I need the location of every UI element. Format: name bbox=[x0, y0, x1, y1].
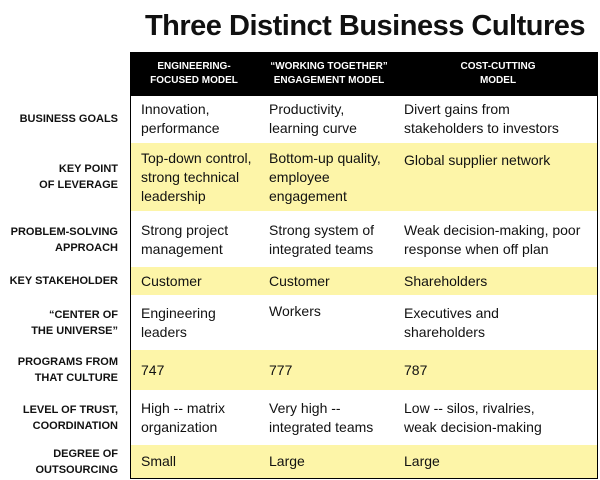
row-label: KEY STAKEHOLDER bbox=[9, 275, 118, 287]
row-highlight bbox=[131, 143, 597, 211]
table-cell: Innovation, performance bbox=[141, 101, 220, 136]
table-cell: Shareholders bbox=[404, 272, 488, 289]
table-row-key-point-of-leverage: KEY POINT OF LEVERAGE Top-down control, … bbox=[0, 143, 600, 211]
table-cell: 777 bbox=[269, 361, 293, 378]
table-cell: Small bbox=[141, 453, 177, 469]
table-cell: Strong system of integrated teams bbox=[269, 222, 375, 257]
table-cell: Customer bbox=[141, 272, 202, 289]
row-label: BUSINESS GOALS bbox=[19, 113, 118, 125]
table-cell: Global supplier network bbox=[404, 152, 551, 168]
table-cell: Executives and shareholders bbox=[404, 305, 499, 340]
row-label: “CENTER OF THE UNIVERSE” bbox=[31, 309, 118, 337]
table-cell: Productivity, learning curve bbox=[269, 101, 357, 136]
table-row-key-stakeholder: KEY STAKEHOLDER Customer Customer Shareh… bbox=[0, 267, 600, 295]
table-cell: Low -- silos, rivalries, weak decision-m… bbox=[404, 400, 542, 435]
table-cell: Engineering leaders bbox=[141, 305, 216, 340]
row-highlight bbox=[131, 267, 597, 295]
row-label: KEY POINT OF LEVERAGE bbox=[39, 163, 118, 191]
row-label: PROBLEM-SOLVING APPROACH bbox=[10, 226, 118, 254]
table-cell: 747 bbox=[141, 361, 165, 378]
table-cell: 787 bbox=[404, 361, 428, 378]
row-label: DEGREE OF OUTSOURCING bbox=[35, 447, 119, 476]
column-header-cost-cutting: COST-CUTTING MODEL bbox=[460, 61, 536, 86]
table-cell: Very high -- integrated teams bbox=[269, 400, 374, 435]
table-cell: Bottom-up quality, employee engagement bbox=[269, 149, 381, 204]
table-row-level-of-trust: LEVEL OF TRUST, COORDINATION High -- mat… bbox=[0, 393, 600, 443]
table-cell: Customer bbox=[269, 272, 330, 289]
row-label: LEVEL OF TRUST, COORDINATION bbox=[22, 404, 118, 432]
table-cell: Large bbox=[404, 453, 440, 469]
table-frame bbox=[130, 96, 598, 479]
column-header-engineering: ENGINEERING- FOCUSED MODEL bbox=[150, 61, 238, 86]
table-cell: Top-down control, strong technical leade… bbox=[141, 149, 252, 204]
table-cell: Strong project management bbox=[141, 222, 229, 257]
table-cell: Workers bbox=[269, 303, 321, 319]
table-row-center-of-the-universe: “CENTER OF THE UNIVERSE” Engineering lea… bbox=[0, 298, 600, 348]
row-highlight bbox=[131, 350, 597, 390]
table-row-business-goals: BUSINESS GOALS Innovation, performance P… bbox=[0, 96, 600, 142]
table-cell: High -- matrix organization bbox=[141, 400, 226, 435]
table-cell: Large bbox=[269, 453, 305, 469]
page-title: Three Distinct Business Cultures bbox=[144, 10, 586, 42]
table-header: ENGINEERING- FOCUSED MODEL “WORKING TOGE… bbox=[130, 52, 598, 96]
table-row-problem-solving-approach: PROBLEM-SOLVING APPROACH Strong project … bbox=[0, 214, 600, 266]
row-label: PROGRAMS FROM THAT CULTURE bbox=[17, 356, 118, 384]
table-cell: Divert gains from stakeholders to invest… bbox=[404, 101, 559, 136]
table-row-degree-of-outsourcing: DEGREE OF OUTSOURCING Small Large Large bbox=[0, 445, 600, 478]
column-header-working-together: “WORKING TOGETHER” ENGAGEMENT MODEL bbox=[270, 61, 388, 86]
table-cell: Weak decision-making, poor response when… bbox=[404, 222, 581, 257]
table-row-programs-from-that-culture: PROGRAMS FROM THAT CULTURE 747 777 787 bbox=[0, 350, 600, 390]
row-highlight bbox=[131, 445, 597, 478]
